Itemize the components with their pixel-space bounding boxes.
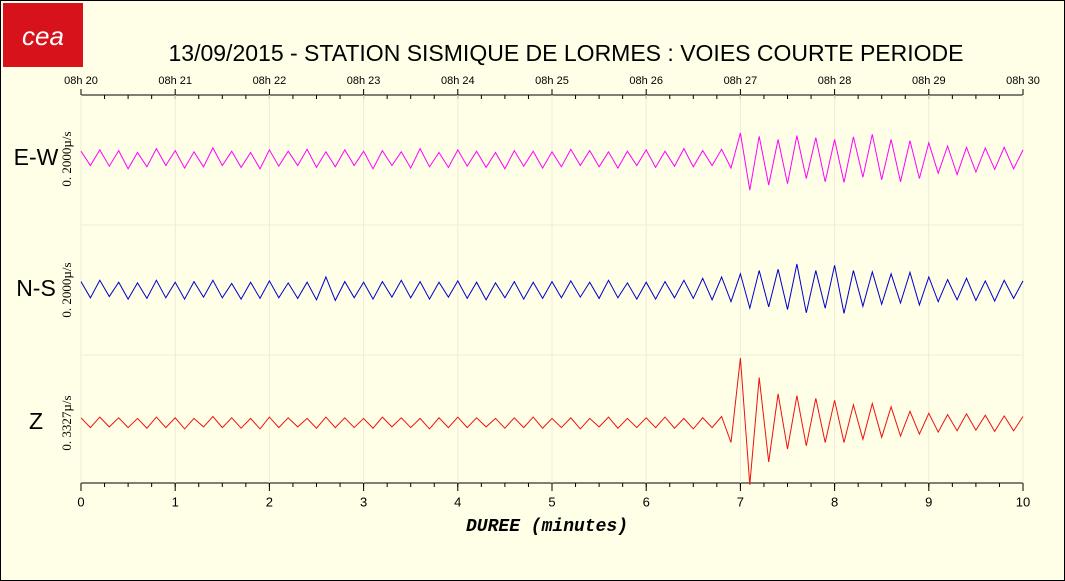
x-tick-label: 6 (643, 494, 650, 509)
x-tick-label: 10 (1016, 494, 1030, 509)
trace (80, 263, 1024, 314)
top-tick-label: 08h 30 (1006, 75, 1040, 87)
top-tick-label: 08h 21 (158, 75, 192, 87)
top-tick-label: 08h 26 (629, 75, 663, 87)
scale-label: 0. 2000µ/s (59, 131, 74, 186)
top-tick-label: 08h 27 (724, 75, 758, 87)
trace (80, 357, 1024, 485)
series-name: N-S (16, 275, 56, 301)
series-name: E-W (14, 144, 59, 170)
series-name: Z (29, 408, 43, 434)
logo-box (3, 3, 83, 67)
top-tick-label: 08h 28 (818, 75, 852, 87)
chart-title: 13/09/2015 - STATION SISMIQUE DE LORMES … (169, 40, 964, 66)
x-tick-label: 4 (454, 494, 461, 509)
x-axis-label: DUREE (minutes) (466, 517, 628, 537)
top-tick-label: 08h 25 (535, 75, 569, 87)
scale-label: 0. 2000µ/s (59, 262, 74, 317)
x-tick-label: 5 (548, 494, 555, 509)
x-tick-label: 9 (925, 494, 932, 509)
x-tick-label: 3 (360, 494, 367, 509)
scale-label: 0. 3327µ/s (59, 395, 74, 450)
x-tick-label: 8 (831, 494, 838, 509)
top-tick-label: 08h 24 (441, 75, 475, 87)
top-tick-label: 08h 20 (64, 75, 98, 87)
x-tick-label: 1 (172, 494, 179, 509)
trace (80, 132, 1024, 191)
x-tick-label: 0 (77, 494, 84, 509)
top-tick-label: 08h 23 (347, 75, 381, 87)
x-tick-label: 2 (266, 494, 273, 509)
top-tick-label: 08h 22 (253, 75, 287, 87)
logo: cea (22, 21, 64, 51)
top-tick-label: 08h 29 (912, 75, 946, 87)
x-tick-label: 7 (737, 494, 744, 509)
